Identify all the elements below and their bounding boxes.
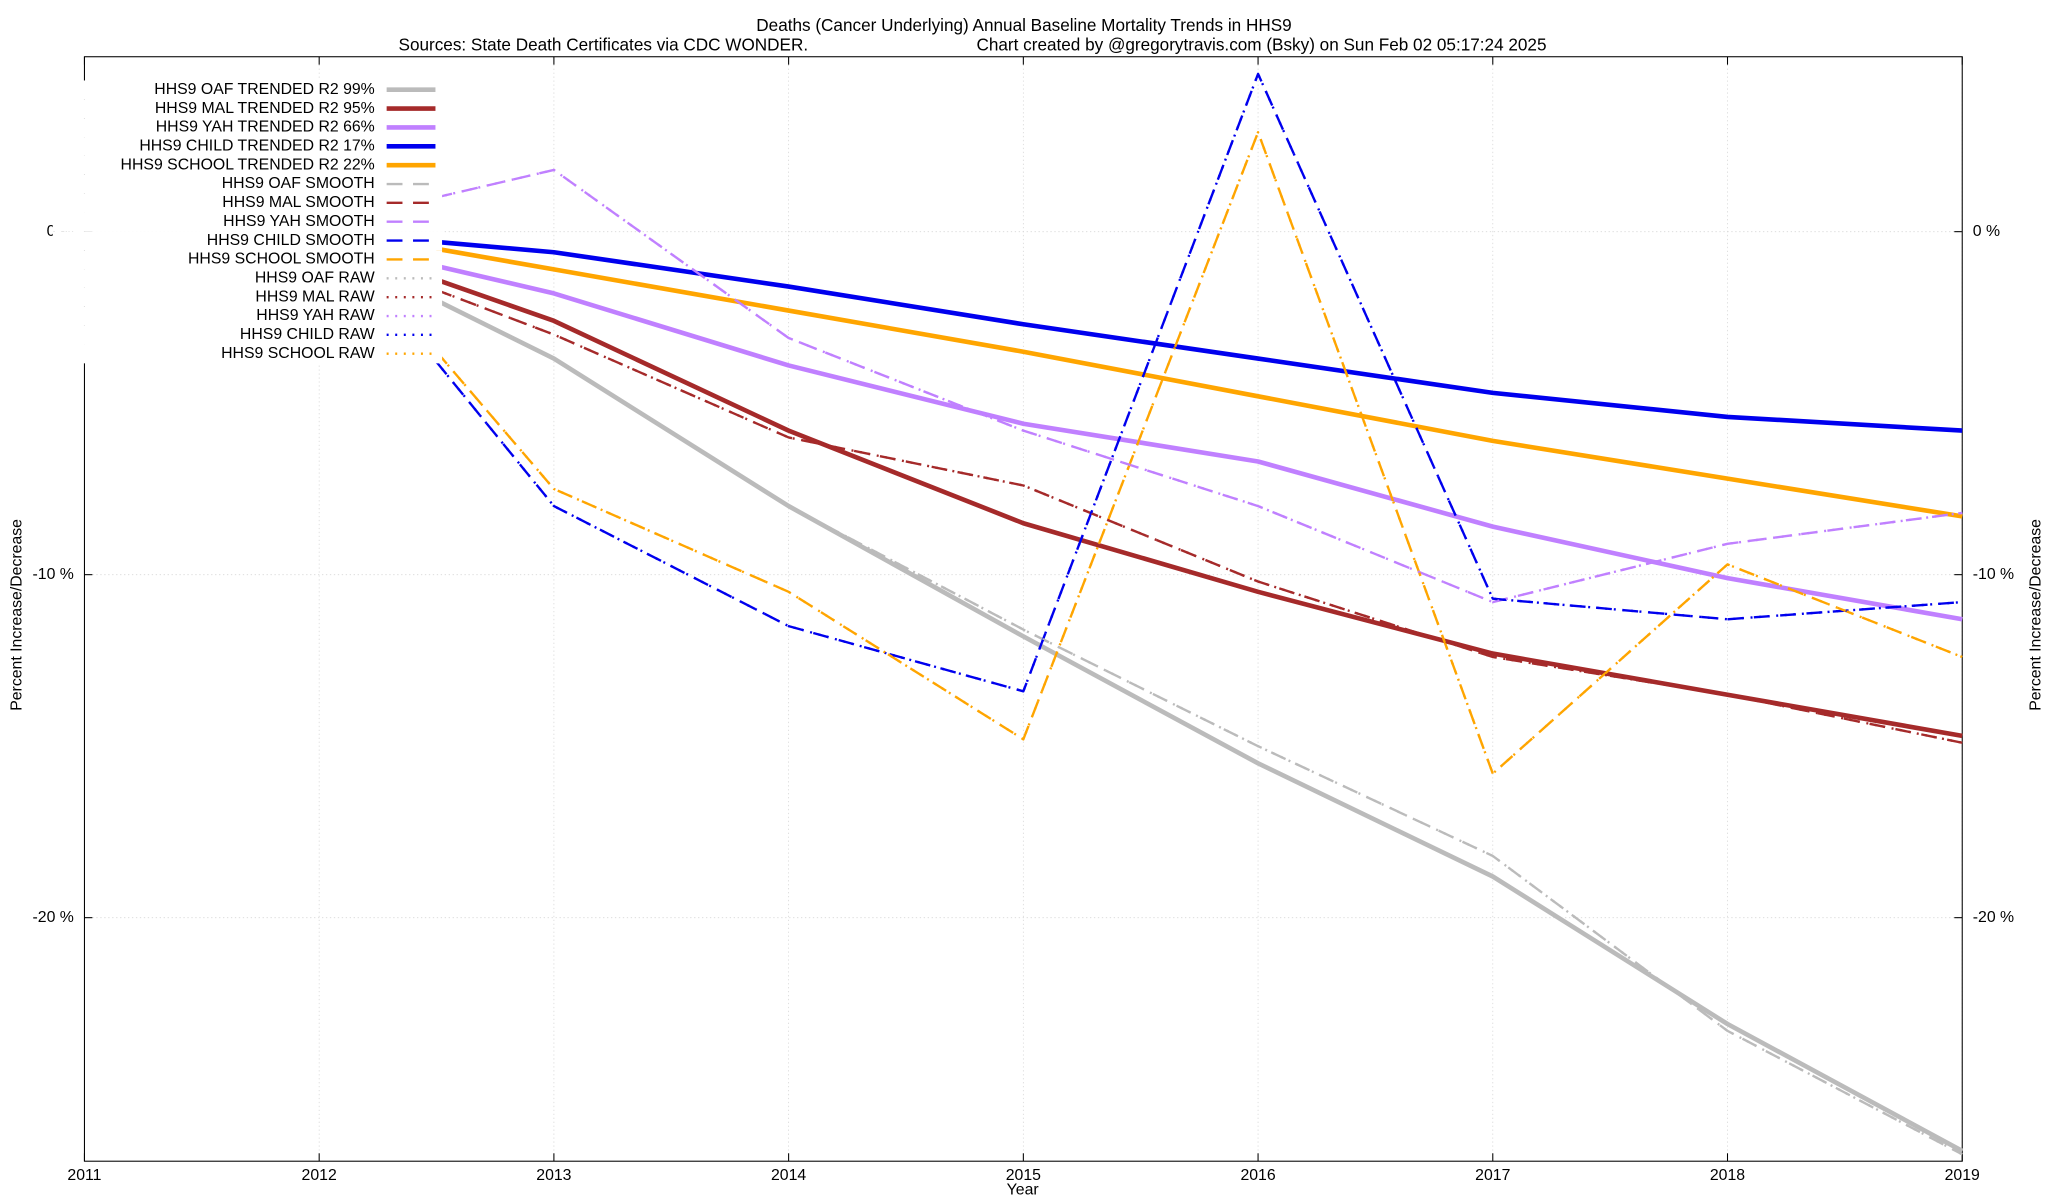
x-tick-label: 2019 [1945, 1167, 1980, 1184]
x-tick-label: 2013 [536, 1167, 571, 1184]
x-tick-label: 2015 [1006, 1167, 1041, 1184]
y-axis-label: Percent Increase/Decrease [8, 519, 25, 711]
x-axis-label: Year [1007, 1181, 1040, 1198]
legend-label: HHS9 SCHOOL RAW [221, 345, 375, 362]
series-line [435, 131, 1963, 775]
legend-label: HHS9 OAF TRENDED R2 99% [154, 81, 374, 98]
legend-background [52, 325, 443, 345]
chart-subtitle: Sources: State Death Certificates via CD… [399, 35, 809, 55]
legend-label: HHS9 YAH RAW [256, 307, 375, 324]
y-tick-label: -20 % [33, 909, 74, 926]
x-tick-label: 2012 [302, 1167, 337, 1184]
legend-label: HHS9 MAL SMOOTH [222, 194, 374, 211]
legend-background [52, 99, 443, 119]
legend-background [52, 250, 443, 270]
legend-background [52, 269, 443, 288]
legend-background [52, 155, 443, 175]
series-line [436, 299, 1963, 1156]
legend-background [52, 137, 443, 156]
series-line [435, 298, 1964, 1153]
x-tick-label: 2017 [1475, 1167, 1510, 1184]
legend-background [52, 80, 443, 100]
series-line [436, 168, 1963, 604]
x-tick-label: 2014 [771, 1167, 806, 1184]
series-line [436, 246, 1963, 519]
y2-tick-label: 0 % [1973, 223, 2000, 240]
legend-background [52, 212, 443, 232]
chart-title: Deaths (Cancer Underlying) Annual Baseli… [756, 15, 1291, 35]
x-tick-label: 2016 [1240, 1167, 1275, 1184]
legend-label: HHS9 OAF RAW [255, 269, 375, 286]
series-line [436, 288, 1963, 744]
y2-axis-label: Percent Increase/Decrease [2027, 519, 2044, 711]
legend-background [52, 118, 443, 138]
legend-label: HHS9 CHILD RAW [240, 326, 375, 343]
legend-label: HHS9 OAF SMOOTH [222, 175, 375, 192]
legend-label: HHS9 MAL RAW [255, 288, 374, 305]
y2-tick-label: -20 % [1973, 909, 2014, 926]
legend-background [52, 287, 443, 307]
y-tick-label: -10 % [33, 566, 74, 583]
series-line [436, 288, 1963, 744]
legend-label: HHS9 CHILD TRENDED R2 17% [139, 137, 374, 154]
chart-subtitle: Chart created by @gregorytravis.com (Bsk… [976, 35, 1546, 55]
legend-label: HHS9 SCHOOL SMOOTH [188, 251, 375, 268]
y2-tick-label: -10 % [1973, 566, 2014, 583]
plot-frame [83, 56, 1963, 1162]
legend-label: HHS9 YAH TRENDED R2 66% [156, 119, 375, 136]
legend-background [52, 344, 443, 364]
legend-background [52, 306, 443, 326]
legend-label: HHS9 YAH SMOOTH [223, 213, 375, 230]
x-tick-label: 2011 [67, 1167, 101, 1184]
series-line [435, 72, 1963, 693]
legend-background [52, 231, 443, 251]
legend-label: HHS9 SCHOOL TRENDED R2 22% [121, 156, 375, 173]
series-line [436, 239, 1963, 433]
legend-label: HHS9 MAL TRENDED R2 95% [155, 100, 375, 117]
legend-background [52, 193, 443, 213]
legend-label: HHS9 CHILD SMOOTH [207, 232, 375, 249]
x-tick-label: 2018 [1710, 1167, 1745, 1184]
legend-background [52, 174, 443, 194]
series-line [436, 263, 1963, 622]
